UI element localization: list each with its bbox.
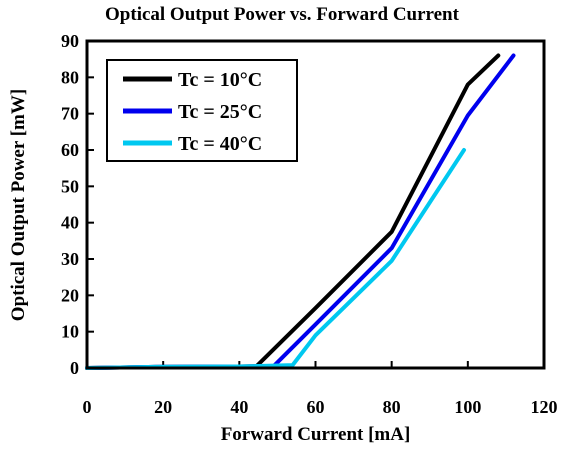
x-tick-label: 40 [230,397,248,417]
y-tick-label: 30 [61,249,79,269]
x-tick-label: 100 [454,397,481,417]
y-tick-label: 20 [61,285,79,305]
y-tick-label: 70 [61,104,79,124]
series-line-3 [85,148,466,370]
axis-ticks: 0 20 40 60 80 100 120 0 10 20 30 40 50 60 70 80 90 [61,31,558,417]
y-tick-label: 50 [61,176,79,196]
chart-title: Optical Output Power vs. Forward Current [105,4,459,25]
y-tick-label: 80 [61,67,79,87]
y-axis-label: Optical Output Power [mW] [8,88,29,322]
y-tick-label: 90 [61,31,79,51]
x-tick-label: 80 [383,397,401,417]
legend-label-3: Tc = 40°C [178,133,262,155]
legend-label-2: Tc = 25°C [178,101,262,123]
x-tick-label: 120 [531,397,558,417]
plot-frame [85,39,546,370]
legend: Tc = 10°C Tc = 25°C Tc = 40°C [106,59,298,162]
y-tick-label: 60 [61,140,79,160]
x-tick-label: 0 [83,397,92,417]
legend-label-1: Tc = 10°C [178,69,262,91]
x-tick-label: 20 [154,397,172,417]
x-axis-label: Forward Current [mA] [220,424,411,445]
y-tick-label: 40 [61,213,79,233]
x-tick-label: 60 [307,397,325,417]
y-tick-label: 0 [70,358,79,378]
y-tick-label: 10 [61,322,79,342]
